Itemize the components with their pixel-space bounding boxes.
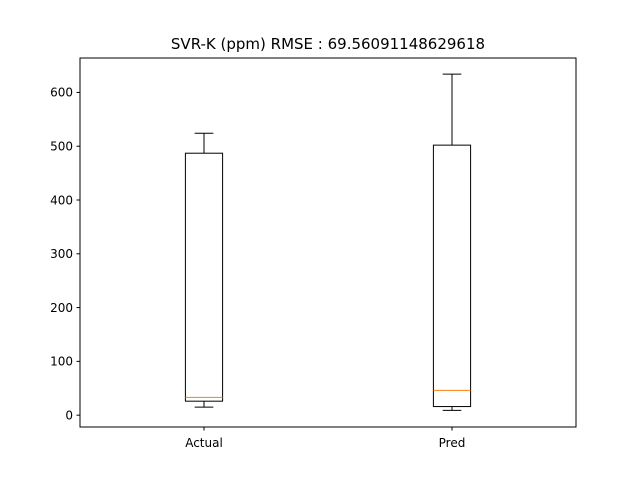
y-tick-label: 0 [65, 408, 73, 422]
plot-area [184, 73, 472, 411]
y-tick-label: 400 [50, 193, 73, 207]
y-tick-label: 200 [50, 301, 73, 315]
x-axis: Actual Pred [185, 427, 465, 450]
chart-title: SVR-K (ppm) RMSE : 69.56091148629618 [171, 35, 485, 53]
y-tick-label: 500 [50, 140, 73, 154]
y-axis: 0 100 200 300 400 500 600 [50, 86, 80, 422]
box-iqr [432, 144, 472, 408]
box-plot-pred [432, 73, 472, 411]
x-tick-label: Actual [185, 436, 223, 450]
box-iqr [184, 152, 224, 402]
axes-frame [79, 57, 577, 428]
y-tick-label: 600 [50, 86, 73, 100]
box-plot-actual [184, 132, 224, 408]
x-tick-label: Pred [439, 436, 466, 450]
y-tick-label: 300 [50, 247, 73, 261]
y-tick-label: 100 [50, 355, 73, 369]
